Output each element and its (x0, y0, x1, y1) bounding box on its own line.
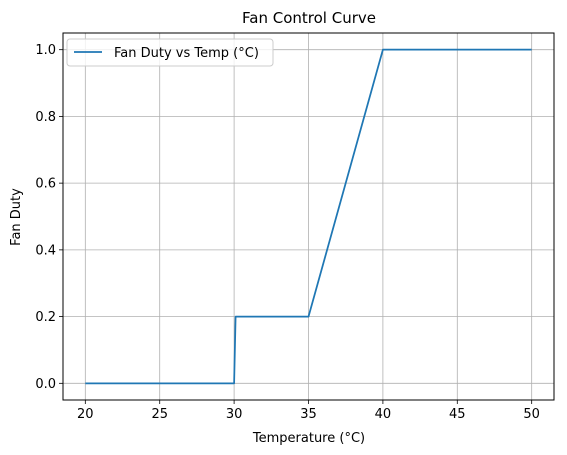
series-layer (85, 48, 532, 385)
x-tick-label: 45 (449, 407, 466, 422)
legend-label: Fan Duty vs Temp (°C) (114, 46, 259, 61)
grid-layer (63, 33, 554, 400)
y-axis-title: Fan Duty (9, 188, 24, 246)
x-axis-title: Temperature (°C) (252, 431, 365, 446)
legend: Fan Duty vs Temp (°C) (66, 38, 274, 67)
y-tick-label: 0.6 (35, 177, 56, 192)
y-tick-label: 0.2 (35, 310, 56, 325)
chart-title: Fan Control Curve (242, 9, 376, 27)
x-tick-label: 20 (77, 407, 94, 422)
x-tick-label: 50 (523, 407, 540, 422)
x-tick-label: 40 (375, 407, 392, 422)
y-tick-label: 0.8 (35, 110, 56, 125)
y-tick-label: 0.4 (35, 243, 56, 258)
y-tick-label: 1.0 (35, 43, 56, 58)
y-tick-label: 0.0 (35, 377, 56, 392)
legend-box (66, 38, 274, 67)
x-tick-label: 35 (300, 407, 317, 422)
x-tick-label: 30 (226, 407, 243, 422)
x-tick-label: 25 (151, 407, 168, 422)
series-line-0 (85, 48, 532, 385)
tick-layer: 20 25 30 35 40 45 50 0.0 0.2 0.4 0.6 0.8 1.0 (35, 43, 540, 422)
